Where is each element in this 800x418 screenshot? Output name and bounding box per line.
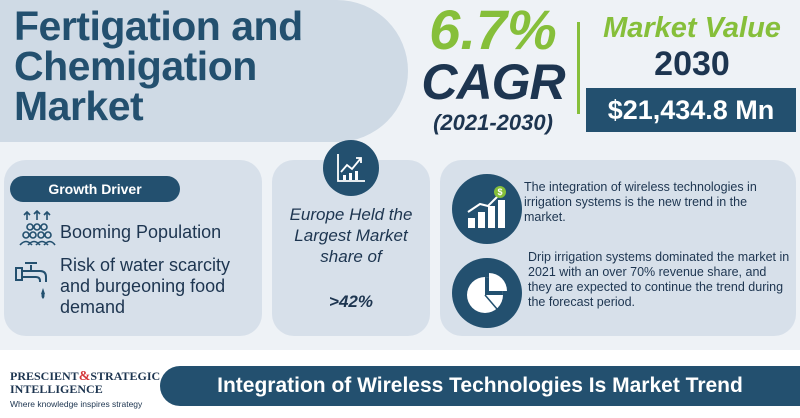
logo-ampersand: & xyxy=(78,369,91,384)
cagr-value: 6.7% xyxy=(429,0,557,61)
title-line-1: Fertigation and xyxy=(14,3,303,49)
page-title: Fertigation and Chemigation Market xyxy=(14,3,394,129)
chart-growth-icon xyxy=(337,154,365,182)
insight-1-icon-circle xyxy=(452,174,522,244)
growth-driver-item-2: Risk of water scarcity and burgeoning fo… xyxy=(60,255,231,317)
growth-driver-item-1: Booming Population xyxy=(60,222,222,242)
cagr-period: (2021-2030) xyxy=(433,110,553,135)
market-value-year: 2030 xyxy=(654,45,730,83)
water-tap-icon xyxy=(15,262,47,299)
region-share: >42% xyxy=(329,292,373,311)
title-panel xyxy=(0,0,408,142)
logo-tagline: Where knowledge inspires strategy xyxy=(10,399,143,409)
cagr-label: CAGR xyxy=(421,54,565,110)
logo-name-3: INTELLIGENCE xyxy=(10,382,103,396)
divider xyxy=(577,22,580,114)
svg-text:$: $ xyxy=(497,187,502,197)
insight-2-text: Drip irrigation systems dominated the ma… xyxy=(528,250,790,309)
growth-driver-badge: Growth Driver xyxy=(10,176,180,202)
bar-growth-dollar-icon: $ xyxy=(467,186,506,228)
pie-chart-icon xyxy=(467,273,507,313)
logo-name-2: STRATEGIC xyxy=(90,369,161,383)
title-line-3: Market xyxy=(14,83,144,129)
region-text: Europe Held the Largest Market share of xyxy=(289,205,413,266)
market-value-label: Market Value xyxy=(603,12,781,44)
trend-banner xyxy=(160,366,800,406)
title-line-2: Chemigation xyxy=(14,43,257,89)
insight-1-text: The integration of wireless technologies… xyxy=(524,180,757,224)
logo-name-1: PRESCIENT xyxy=(10,369,79,383)
population-icon xyxy=(19,210,56,246)
trend-banner-text: Integration of Wireless Technologies Is … xyxy=(217,374,743,397)
market-value-amount: $21,434.8 Mn xyxy=(586,88,796,132)
company-logo: PRESCIENT&STRATEGIC INTELLIGENCE xyxy=(10,370,160,396)
